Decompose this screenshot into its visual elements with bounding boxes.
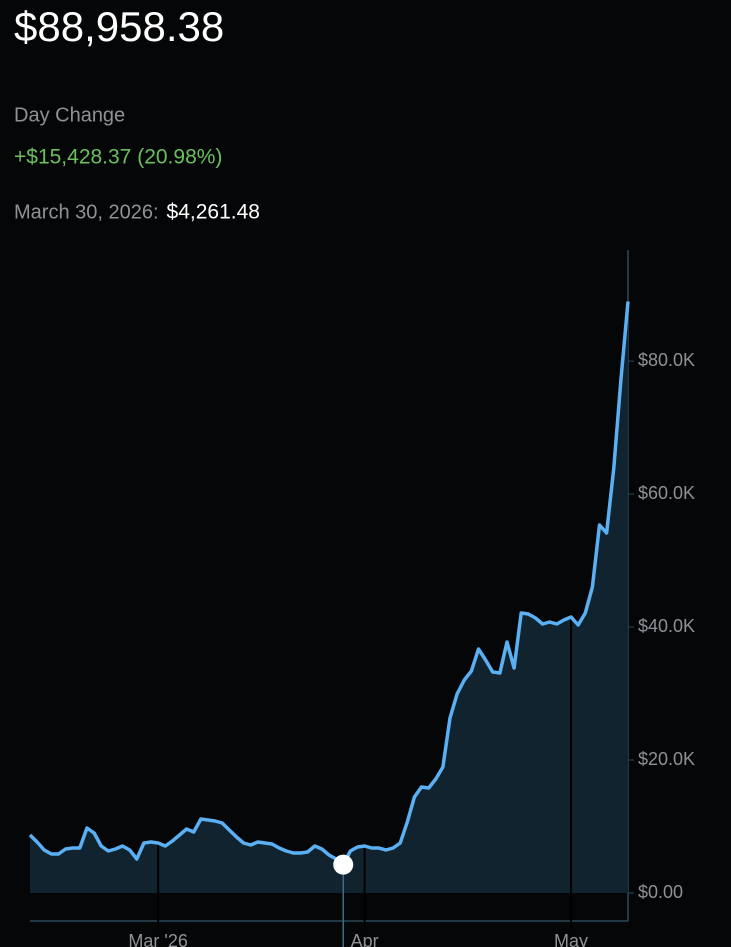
x-tick-label: Apr (351, 931, 379, 947)
selected-value: $4,261.48 (167, 201, 260, 224)
day-change: +$15,428.37 (20.98%) (14, 146, 222, 169)
y-tick-label: $80.0K (638, 350, 695, 370)
x-tick-label: May (554, 931, 588, 947)
y-tick-label: $0.00 (638, 882, 683, 902)
selected-date: March 30, 2026: (14, 201, 159, 223)
balance-line (28, 301, 630, 867)
y-tick-label: $60.0K (638, 483, 695, 503)
change-title: Day Change (14, 104, 125, 126)
y-tick-label: $20.0K (638, 749, 695, 769)
balance: $88,958.38 (14, 3, 224, 50)
x-tick-label: Mar '26 (128, 931, 187, 947)
selection-point (333, 854, 354, 875)
area-fill (30, 301, 628, 893)
y-tick-label: $40.0K (638, 616, 695, 636)
